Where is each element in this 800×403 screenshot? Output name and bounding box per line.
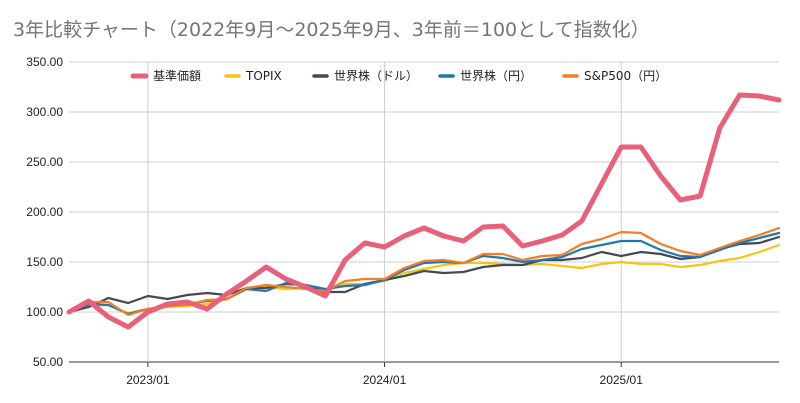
y-tick-label: 100.00 [26,305,63,319]
x-tick-label: 2025/01 [600,373,644,387]
legend-item-3: 世界株（円） [438,68,532,83]
y-tick-label: 300.00 [26,105,63,119]
legend-item-4: S&P500（円） [562,69,667,83]
series-line-0 [66,92,782,330]
legend-label: TOPIX [245,69,282,83]
x-tick-label: 2024/01 [363,373,407,387]
y-tick-label: 350.00 [26,55,63,69]
legend-label: S&P500（円） [584,69,667,83]
legend: 基準価額 TOPIX 世界株（ドル） 世界株（円） S&P500（円） [130,68,667,83]
legend-label: 世界株（ドル） [334,68,418,83]
x-tick-label: 2023/01 [126,373,170,387]
series-line-4 [67,226,781,317]
legend-item-2: 世界株（ドル） [312,68,418,83]
legend-label: 世界株（円） [460,68,532,83]
y-tick-label: 200.00 [26,205,63,219]
y-tick-label: 250.00 [26,155,63,169]
y-axis-ticks: 50.00 100.00 150.00 200.00 250.00 300.00 350.0… [26,55,63,369]
legend-item-1: TOPIX [224,69,282,83]
series-line-2 [67,235,781,314]
y-tick-label: 150.00 [26,255,63,269]
legend-item-0: 基準価額 [130,68,201,83]
y-tick-label: 50.00 [33,355,63,369]
x-axis-ticks: 2023/01 2024/01 2025/01 [126,362,643,387]
legend-label: 基準価額 [153,68,201,83]
series-lines [66,92,782,330]
gridlines [69,61,779,363]
chart-title: 3年比較チャート（2022年9月〜2025年9月、3年前＝100として指数化） [13,19,650,41]
